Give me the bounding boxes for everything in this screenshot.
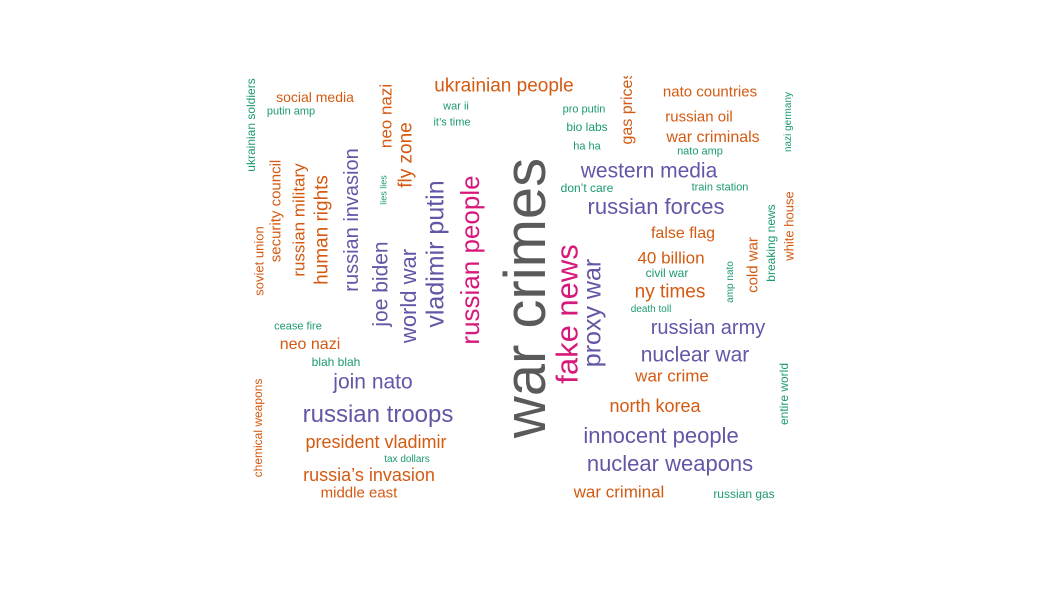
cloud-word: russian people xyxy=(455,175,485,345)
cloud-word: lies lies xyxy=(378,175,389,205)
cloud-word: ukrainian soldiers xyxy=(244,78,258,172)
cloud-word: innocent people xyxy=(583,423,739,448)
cloud-word: russian oil xyxy=(665,108,733,126)
cloud-word: tax dollars xyxy=(384,454,430,465)
cloud-word: russian invasion xyxy=(341,148,363,292)
cloud-word: soviet union xyxy=(251,226,267,296)
cloud-word: western media xyxy=(580,159,718,183)
cloud-word: train station xyxy=(691,181,749,194)
cloud-word: entire world xyxy=(777,362,791,426)
cloud-word: security council xyxy=(267,159,285,263)
cloud-word: war ii xyxy=(443,100,469,113)
cloud-word: blah blah xyxy=(311,355,361,369)
cloud-word: neo nazi xyxy=(376,83,396,149)
cloud-word: breaking news xyxy=(764,204,778,282)
cloud-word: president vladimir xyxy=(305,432,447,452)
cloud-word: cease fire xyxy=(274,320,322,333)
cloud-word: civil war xyxy=(645,266,689,280)
cloud-word: ha ha xyxy=(573,140,601,153)
cloud-word: amp nato xyxy=(725,261,736,303)
cloud-word: proxy war xyxy=(578,258,607,368)
cloud-word: human rights xyxy=(311,175,333,285)
cloud-word: death toll xyxy=(630,304,672,315)
cloud-word: russian gas xyxy=(713,487,775,501)
cloud-word: nuclear weapons xyxy=(586,451,754,476)
cloud-word: nato amp xyxy=(677,145,723,158)
cloud-word: don’t care xyxy=(560,181,614,195)
cloud-word: join nato xyxy=(333,370,413,394)
cloud-word: russian forces xyxy=(587,194,725,219)
cloud-word: war crime xyxy=(635,366,709,386)
cloud-word: ukrainian people xyxy=(434,76,574,97)
cloud-word: russian army xyxy=(650,317,766,339)
cloud-word: chemical weapons xyxy=(251,378,265,478)
cloud-word: fly zone xyxy=(395,122,417,188)
cloud-word: gas prices xyxy=(619,76,636,145)
cloud-word: pro putin xyxy=(562,103,606,116)
cloud-word: social media xyxy=(276,89,354,105)
cloud-word: world war xyxy=(396,248,421,344)
cloud-word: neo nazi xyxy=(279,336,341,353)
cloud-word: russian troops xyxy=(302,401,454,428)
cloud-word: it’s time xyxy=(433,116,471,129)
cloud-word: bio labs xyxy=(566,120,608,134)
cloud-word: 40 billion xyxy=(637,248,705,268)
cloud-word: russia’s invasion xyxy=(303,465,435,485)
cloud-word: nazi germany xyxy=(783,91,794,153)
cloud-word: joe biden xyxy=(369,241,393,327)
cloud-word: ny times xyxy=(634,281,706,303)
cloud-word: putin amp xyxy=(266,105,316,118)
cloud-word: false flag xyxy=(650,225,716,242)
cloud-word: cold war xyxy=(744,237,762,293)
cloud-word: north korea xyxy=(609,396,701,416)
cloud-word: nato countries xyxy=(662,83,758,101)
cloud-word: russian military xyxy=(289,163,309,277)
cloud-word: white house xyxy=(781,191,797,261)
cloud-word: vladimir putin xyxy=(421,180,450,328)
cloud-word: middle east xyxy=(320,484,398,502)
word-cloud-area: war crimes fake news russian people vladimi… xyxy=(244,76,804,506)
cloud-word: war criminal xyxy=(573,482,665,502)
cloud-word: nuclear war xyxy=(640,343,750,367)
cloud-word: war crimes xyxy=(493,157,558,439)
cloud-word: war criminals xyxy=(666,129,760,146)
